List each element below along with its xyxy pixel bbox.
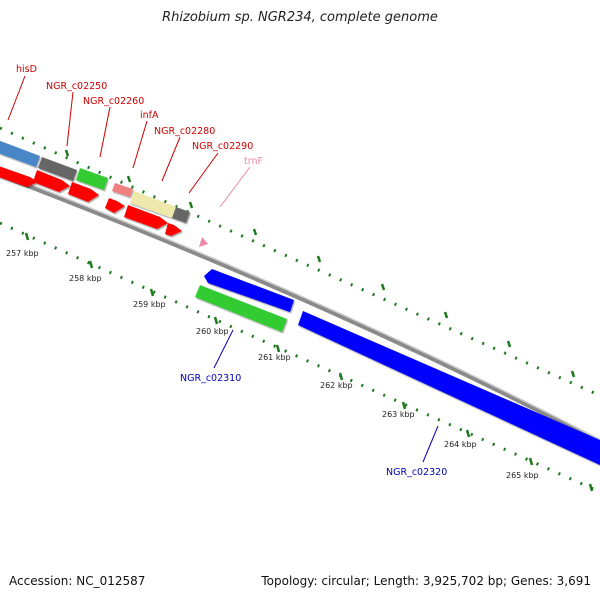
inner-tick [528, 457, 534, 466]
gene-arrow-red[interactable] [124, 205, 168, 229]
accession-text: Accession: NC_012587 [9, 574, 146, 588]
gene-block-NGR_c02260[interactable] [76, 168, 108, 190]
scale-label: 263 kbp [382, 410, 415, 419]
gene-label-infA[interactable]: infA [140, 110, 159, 121]
outer-tick [126, 175, 132, 183]
outer-tick [252, 228, 258, 236]
gene-arrow-red[interactable] [105, 198, 125, 213]
label-leader [161, 136, 181, 182]
gene-marker-trnF[interactable] [199, 237, 208, 247]
gene-labels-bottom: NGR_c02310 NGR_c02320 [180, 329, 447, 478]
gene-label-NGR_c02250[interactable]: NGR_c02250 [46, 81, 107, 92]
map-title: Rhizobium sp. NGR234, complete genome [162, 10, 438, 25]
outer-tick [380, 283, 386, 291]
gene-block-NGR_c02290[interactable] [172, 207, 190, 223]
gene-block-hisD[interactable] [0, 137, 40, 167]
inner-tick [338, 372, 344, 381]
outer-tick [570, 370, 576, 378]
inner-tick [149, 288, 155, 297]
inner-tick [588, 483, 594, 492]
gene-label-trnF[interactable]: trnF [244, 156, 263, 167]
outer-tick [316, 255, 322, 263]
label-leader [66, 91, 74, 147]
label-leader [422, 425, 439, 463]
inner-tick [213, 316, 219, 325]
genome-backbone-highlight [0, 172, 600, 441]
outer-tick [443, 311, 449, 319]
inner-tick [275, 344, 281, 353]
inner-tick [401, 401, 407, 410]
gene-label-NGR_c02310[interactable]: NGR_c02310 [180, 373, 241, 384]
scale-label: 261 kbp [258, 353, 291, 362]
gene-block-green[interactable] [195, 285, 287, 332]
gene-arrow-red[interactable] [0, 163, 38, 187]
gene-arrow-red[interactable] [33, 170, 70, 192]
gene-label-NGR_c02320[interactable]: NGR_c02320 [386, 467, 447, 478]
gene-label-NGR_c02260[interactable]: NGR_c02260 [83, 96, 144, 107]
outer-ruler-ticks [64, 149, 576, 378]
outer-tick [188, 201, 194, 209]
gene-block-blue[interactable] [298, 311, 600, 465]
label-leader [7, 75, 26, 121]
gene-arrow-red[interactable] [165, 223, 182, 236]
inner-ruler-line [0, 221, 600, 494]
scale-label: 264 kbp [444, 440, 477, 449]
label-leader [99, 106, 111, 158]
gene-block-infA[interactable] [112, 183, 133, 197]
scale-labels: 257 kbp 258 kbp 259 kbp 260 kbp 261 kbp … [6, 249, 539, 480]
label-leader [132, 120, 148, 169]
scale-label: 258 kbp [69, 274, 102, 283]
scale-label: 259 kbp [133, 300, 166, 309]
outer-tick [506, 340, 512, 348]
scale-label: 262 kbp [320, 381, 353, 390]
scale-label: 257 kbp [6, 249, 39, 258]
label-leader [213, 329, 234, 369]
inner-tick [24, 232, 30, 241]
inner-tick [88, 260, 94, 269]
gene-label-NGR_c02290[interactable]: NGR_c02290 [192, 141, 253, 152]
label-leader [188, 152, 219, 194]
scale-label: 260 kbp [196, 327, 229, 336]
inner-ruler-ticks [24, 232, 594, 492]
gene-arrow-blue[interactable] [204, 269, 294, 312]
outer-tick [64, 149, 70, 157]
scale-label: 265 kbp [506, 471, 539, 480]
label-leader [219, 166, 251, 208]
genome-summary-text: Topology: circular; Length: 3,925,702 bp… [261, 574, 591, 588]
inner-tick [465, 429, 471, 438]
feature-track-red [0, 163, 182, 236]
gene-block-NGR_c02280[interactable] [130, 191, 176, 218]
feature-track-upper [0, 137, 190, 223]
feature-track-lower [195, 269, 600, 465]
gene-label-NGR_c02280[interactable]: NGR_c02280 [154, 126, 215, 137]
gene-block-NGR_c02250[interactable] [38, 157, 77, 181]
gene-arrow-red[interactable] [68, 182, 99, 202]
genome-backbone [0, 172, 600, 445]
gene-label-hisD[interactable]: hisD [16, 64, 37, 75]
gene-labels-top: hisD NGR_c02250 NGR_c02260 infA NGR_c022… [7, 64, 263, 208]
